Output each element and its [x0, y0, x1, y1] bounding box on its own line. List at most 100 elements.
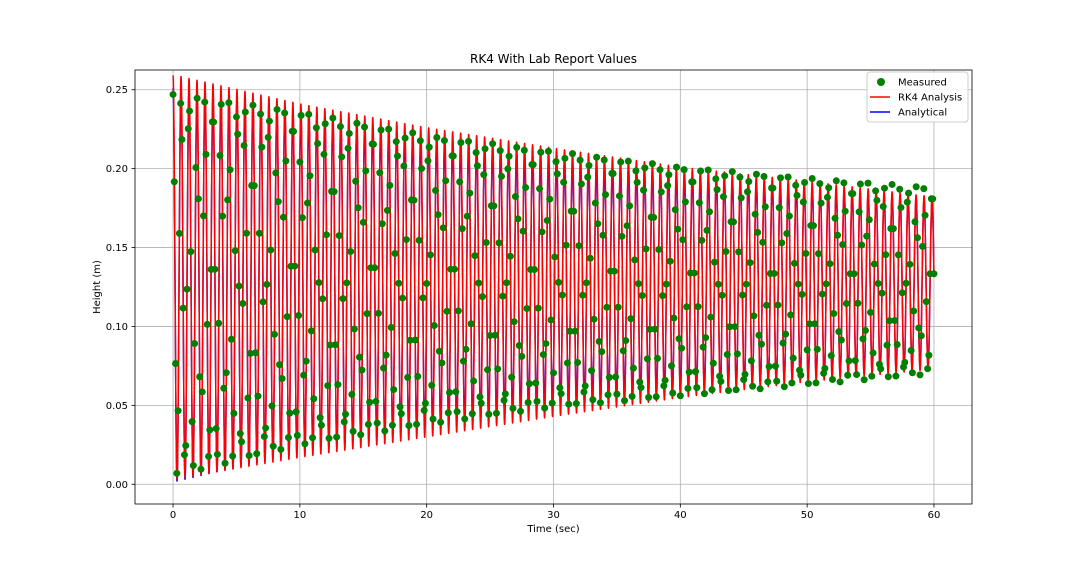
measured-point	[811, 320, 819, 328]
measured-point	[636, 378, 644, 386]
measured-point	[216, 151, 224, 159]
measured-point	[518, 352, 526, 360]
measured-point	[905, 189, 913, 197]
measured-point	[730, 218, 738, 226]
measured-point	[278, 374, 286, 382]
measured-point	[374, 309, 382, 317]
measured-point	[182, 442, 190, 450]
measured-point	[420, 406, 428, 414]
measured-point	[385, 125, 393, 133]
measured-point	[199, 212, 207, 220]
y-tick-label: 0.10	[106, 322, 128, 333]
legend-measured-marker	[877, 78, 885, 86]
measured-point	[210, 118, 218, 126]
measured-point	[241, 108, 249, 116]
measured-point	[547, 316, 555, 324]
measured-point	[849, 190, 857, 198]
measured-point	[784, 173, 792, 181]
measured-point	[314, 140, 322, 148]
measured-point	[788, 379, 796, 387]
measured-point	[303, 199, 311, 207]
measured-point	[808, 174, 816, 182]
measured-point	[418, 165, 426, 173]
y-tick-label: 0.25	[106, 85, 128, 96]
measured-point	[901, 358, 909, 366]
measured-point	[264, 133, 272, 141]
measured-point	[910, 307, 918, 315]
measured-point	[637, 384, 645, 392]
measured-point	[742, 280, 750, 288]
measured-point	[292, 408, 300, 416]
measured-point	[501, 390, 509, 398]
measured-point	[924, 365, 932, 373]
measured-point	[779, 339, 787, 347]
measured-point	[311, 246, 319, 254]
measured-point	[670, 314, 678, 322]
measured-point	[586, 254, 594, 262]
measured-point	[627, 315, 635, 323]
measured-point	[463, 212, 471, 220]
measured-point	[541, 404, 549, 412]
measured-point	[746, 259, 754, 267]
measured-point	[538, 228, 546, 236]
measured-point	[324, 382, 332, 390]
measured-point	[297, 111, 305, 119]
measured-point	[169, 90, 177, 98]
measured-point	[659, 292, 667, 300]
measured-point	[197, 465, 205, 473]
measured-point	[430, 322, 438, 330]
measured-point	[863, 232, 871, 240]
measured-point	[465, 137, 473, 145]
measured-point	[572, 400, 580, 408]
measured-point	[790, 259, 798, 267]
measured-point	[423, 280, 431, 287]
measured-point	[258, 143, 266, 151]
measured-point	[298, 214, 306, 222]
measured-point	[534, 304, 542, 312]
measured-point	[454, 307, 462, 315]
measured-point	[744, 188, 752, 196]
measured-point	[877, 365, 885, 373]
measured-point	[782, 330, 790, 338]
measured-point	[661, 376, 669, 384]
measured-point	[429, 415, 437, 423]
measured-point	[816, 180, 824, 188]
measured-point	[676, 392, 684, 400]
measured-point	[777, 174, 784, 182]
measured-point	[336, 122, 344, 130]
measured-point	[902, 279, 910, 287]
measured-point	[362, 167, 370, 175]
measured-point	[511, 193, 519, 201]
x-tick-label: 50	[801, 510, 814, 521]
measured-point	[321, 120, 329, 128]
measured-point	[774, 301, 782, 309]
measured-point	[477, 399, 485, 407]
measured-point	[552, 158, 560, 166]
measured-point	[317, 421, 325, 429]
measured-point	[490, 202, 498, 210]
measured-point	[585, 161, 593, 169]
measured-point	[546, 195, 554, 203]
measured-point	[718, 291, 726, 299]
measured-point	[793, 191, 801, 199]
measured-point	[500, 396, 508, 404]
measured-point	[319, 295, 327, 303]
measured-point	[558, 291, 566, 299]
measured-point	[522, 183, 530, 191]
measured-point	[357, 431, 365, 439]
measured-point	[741, 370, 749, 378]
measured-point	[476, 393, 484, 401]
measured-point	[623, 222, 631, 230]
measured-point	[411, 336, 419, 344]
measured-point	[283, 313, 291, 321]
measured-point	[783, 230, 791, 238]
measured-point	[841, 207, 849, 215]
measured-point	[466, 189, 474, 197]
measured-point	[537, 148, 545, 156]
measured-point	[286, 409, 294, 417]
measured-point	[913, 234, 921, 242]
measured-point	[435, 347, 443, 355]
measured-point	[444, 409, 452, 417]
measured-point	[881, 184, 888, 192]
measured-point	[329, 114, 337, 122]
